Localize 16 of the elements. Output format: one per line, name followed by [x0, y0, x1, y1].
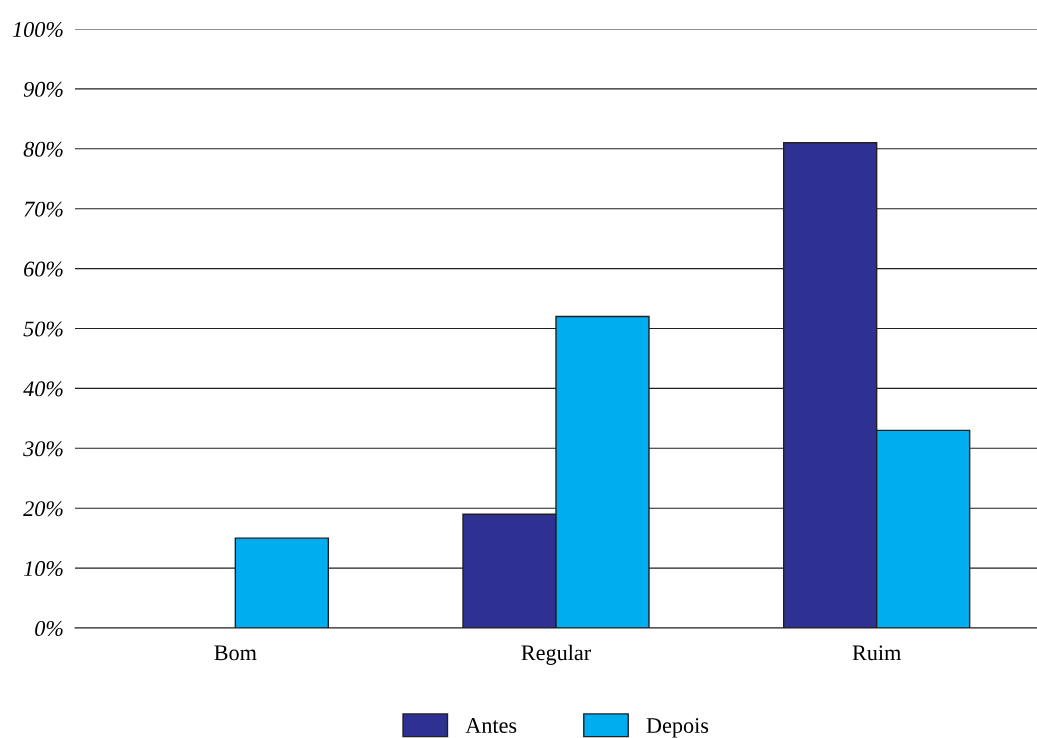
- x-tick-label: Bom: [214, 645, 257, 661]
- x-tick-label: Ruim: [852, 645, 902, 661]
- y-tick-label: 100%: [12, 21, 63, 37]
- y-tick-label: 40%: [23, 381, 63, 397]
- y-tick-label: 80%: [23, 141, 63, 157]
- legend-label: Antes: [465, 718, 517, 733]
- legend-label: Depois: [646, 718, 709, 738]
- y-tick-label: 0%: [35, 620, 63, 636]
- y-tick-label: 10%: [23, 561, 63, 577]
- y-tick-label: 30%: [23, 441, 63, 457]
- x-tick-label: Regular: [521, 644, 591, 665]
- y-tick-label: 60%: [24, 261, 63, 277]
- y-tick-label: 90%: [23, 81, 63, 97]
- y-tick-label: 20%: [23, 501, 63, 517]
- y-tick-label: 70%: [24, 201, 63, 217]
- y-tick-label: 50%: [23, 321, 63, 337]
